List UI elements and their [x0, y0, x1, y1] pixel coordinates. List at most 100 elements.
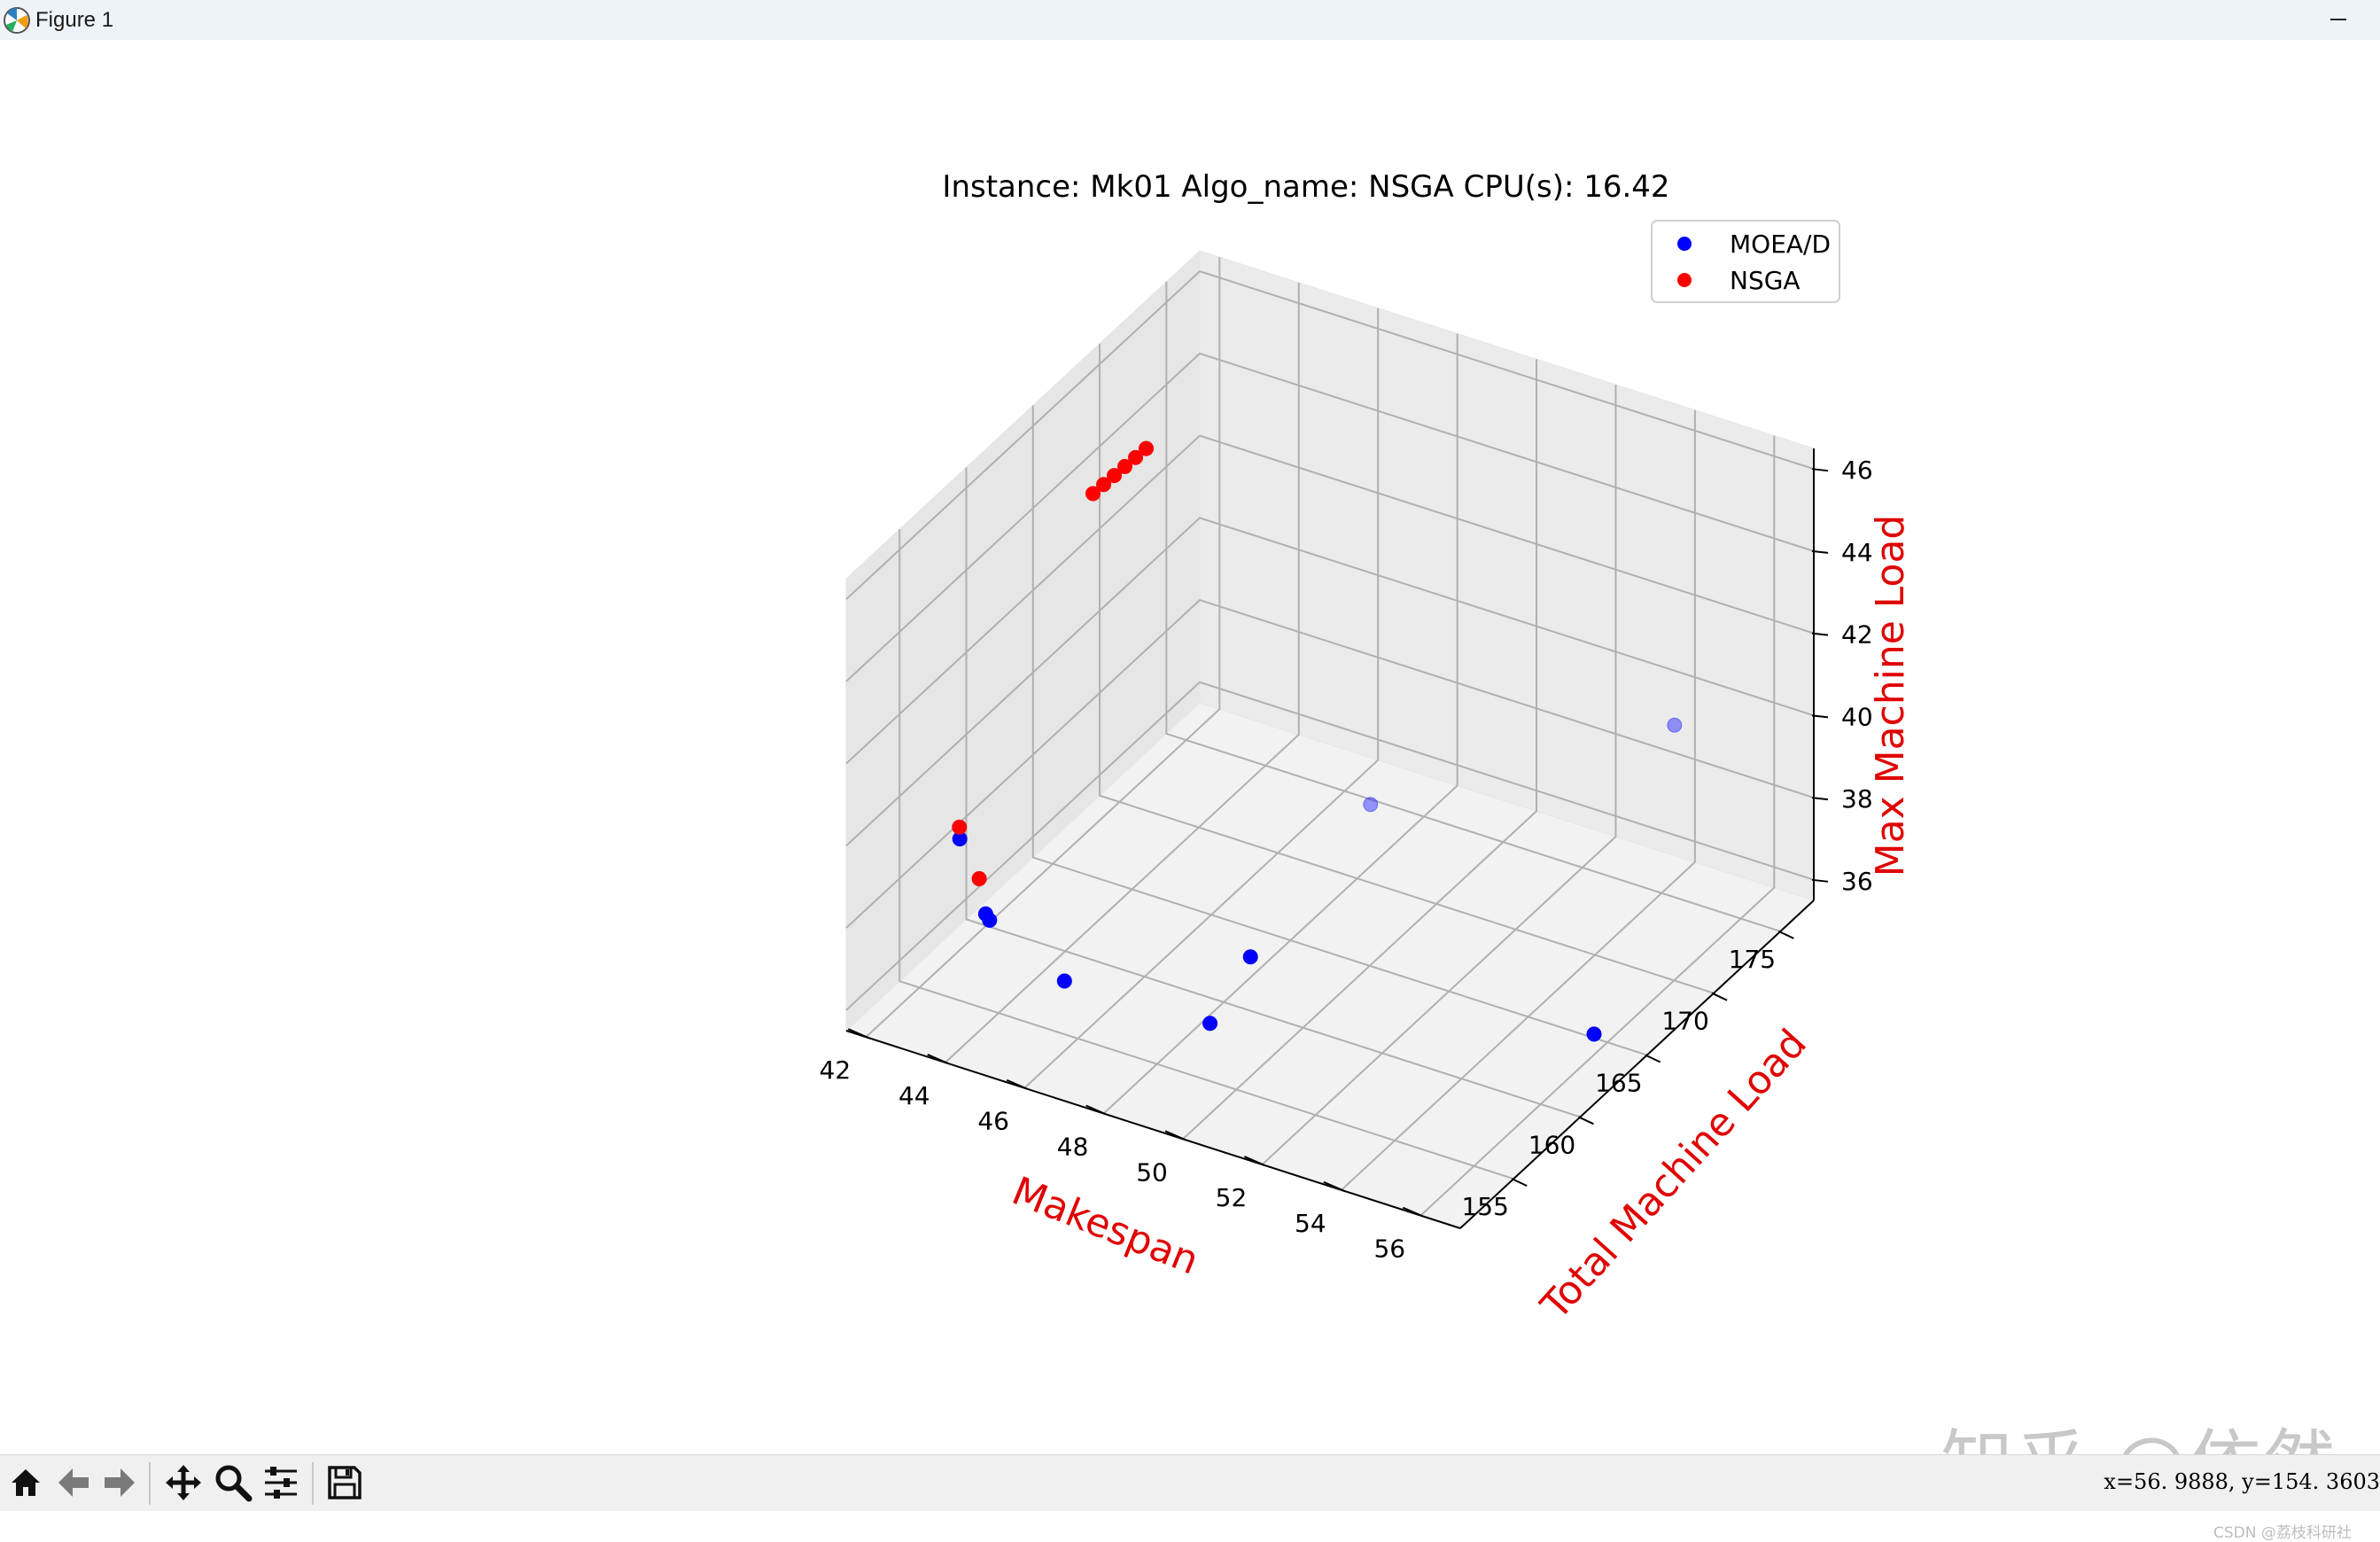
home-icon: [12, 1469, 40, 1496]
z-tick: [1811, 797, 1829, 801]
y-tick-label: 170: [1661, 1007, 1708, 1036]
legend-frame: [1651, 220, 1840, 303]
z-tick-label: 46: [1841, 456, 1873, 485]
y-tick: [1645, 1054, 1661, 1063]
legend: MOEA/D NSGA: [1651, 220, 1840, 303]
x-tick: [1402, 1206, 1424, 1218]
nsga-point: [971, 871, 987, 887]
x-tick: [1085, 1104, 1108, 1116]
left-pane: [845, 249, 1201, 1032]
x-axis-label: Makespan: [1006, 1168, 1205, 1283]
z-tick: [1811, 549, 1829, 554]
pan-icon: [166, 1465, 201, 1500]
matplotlib-app-icon: [4, 6, 30, 34]
y-tick: [1711, 992, 1728, 1001]
z-gridline: [845, 598, 1815, 929]
x-gridline: [1023, 308, 1380, 1089]
toolbar-separator: [149, 1462, 151, 1505]
y-gridline: [898, 529, 1514, 1180]
navigation-toolbar: x=56. 9888, y=154. 3603: [0, 1454, 2380, 1511]
figure-canvas[interactable]: 42 44 46 48 50 52 54 56 155 160 165 170 175 36 38 40 42 4…: [0, 40, 2380, 1542]
zoom-icon: [215, 1465, 253, 1502]
z-tick: [1811, 632, 1829, 636]
moead-point: [1667, 717, 1683, 733]
x-tick-label: 42: [820, 1055, 852, 1085]
x-tick: [1323, 1180, 1345, 1192]
window-title: Figure 1: [35, 7, 114, 32]
y-tick-label: 175: [1729, 945, 1776, 974]
y-gridline: [965, 467, 1581, 1118]
axes-lines: [845, 448, 1815, 1229]
y-tick-label: 160: [1528, 1130, 1575, 1159]
legend-marker-nsga: [1677, 273, 1692, 287]
back-button[interactable]: [51, 1460, 96, 1505]
z-tick: [1811, 714, 1829, 719]
3d-scatter-plot[interactable]: 42 44 46 48 50 52 54 56 155 160 165 170 175 36 38 40 42 4…: [0, 40, 2380, 1454]
legend-marker-moead: [1677, 237, 1692, 251]
pan-button[interactable]: [161, 1460, 206, 1505]
forward-button[interactable]: [97, 1460, 142, 1505]
x-gridline: [1419, 435, 1776, 1217]
scatter-points: [952, 440, 1683, 1042]
plot-title: Instance: Mk01 Algo_name: NSGA CPU(s): 1…: [942, 169, 1669, 205]
y-tick: [1777, 931, 1794, 939]
x-tick-label: 48: [1057, 1133, 1089, 1162]
moead-point: [1242, 949, 1258, 965]
nsga-point: [952, 819, 968, 835]
x-tick: [847, 1028, 869, 1040]
moead-point: [1363, 797, 1379, 813]
y-gridline: [1031, 405, 1648, 1056]
axes-grid: [845, 257, 1815, 1217]
z-gridline: [845, 517, 1815, 847]
x-tick-label: 50: [1136, 1157, 1168, 1187]
minimize-button[interactable]: [2323, 5, 2353, 32]
window-title-bar: Figure 1: [0, 0, 2380, 40]
z-tick-label: 42: [1841, 620, 1873, 650]
nsga-point: [1139, 440, 1155, 456]
moead-point: [1056, 973, 1072, 989]
legend-label-moead: MOEA/D: [1730, 230, 1831, 259]
z-gridline: [845, 681, 1815, 1011]
x-tick-label: 56: [1373, 1234, 1405, 1264]
x-gridline: [865, 257, 1221, 1038]
nsga-point: [1117, 458, 1133, 474]
csdn-watermark: CSDN @荔枝科研社: [2213, 1524, 2352, 1542]
x-gridline: [1182, 359, 1538, 1141]
x-tick: [1164, 1130, 1186, 1141]
z-tick-label: 38: [1841, 784, 1873, 814]
x-tick-label: 46: [977, 1107, 1009, 1136]
nsga-point: [1107, 468, 1123, 484]
zoom-button[interactable]: [211, 1460, 255, 1505]
x-tick-label: 54: [1295, 1209, 1326, 1238]
z-gridline: [845, 352, 1815, 682]
save-icon: [328, 1466, 362, 1499]
forward-icon: [105, 1468, 135, 1497]
y-tick-label: 165: [1595, 1069, 1642, 1098]
configure-subplots-button[interactable]: [259, 1460, 303, 1505]
z-axis-label: Max Machine Load: [1868, 515, 1913, 877]
z-tick: [1811, 468, 1829, 472]
x-axis-line: [845, 1030, 1461, 1229]
cursor-coordinates: x=56. 9888, y=154. 3603: [2104, 1469, 2380, 1494]
save-button[interactable]: [323, 1460, 367, 1505]
legend-label-nsga: NSGA: [1730, 266, 1801, 295]
z-tick-label: 40: [1841, 702, 1873, 731]
z-gridline: [845, 270, 1815, 600]
x-tick-label: 52: [1216, 1183, 1248, 1212]
z-tick-label: 36: [1841, 867, 1873, 896]
nsga-point: [1085, 486, 1101, 502]
x-gridline: [1341, 409, 1696, 1191]
x-gridline: [945, 282, 1300, 1063]
moead-point: [982, 912, 998, 928]
x-gridline: [1261, 385, 1617, 1165]
home-button[interactable]: [4, 1460, 48, 1505]
moead-point: [1586, 1026, 1602, 1042]
x-tick: [927, 1054, 949, 1064]
axes-ticks: 42 44 46 48 50 52 54 56 155 160 165 170 175 36 38 40 42 4…: [820, 456, 1873, 1263]
y-tick: [1511, 1178, 1528, 1188]
x-gridline: [1102, 333, 1458, 1115]
z-gridline: [845, 434, 1815, 765]
x-tick: [1006, 1079, 1028, 1090]
z-tick-label: 44: [1841, 538, 1873, 567]
nsga-point: [1096, 477, 1112, 493]
